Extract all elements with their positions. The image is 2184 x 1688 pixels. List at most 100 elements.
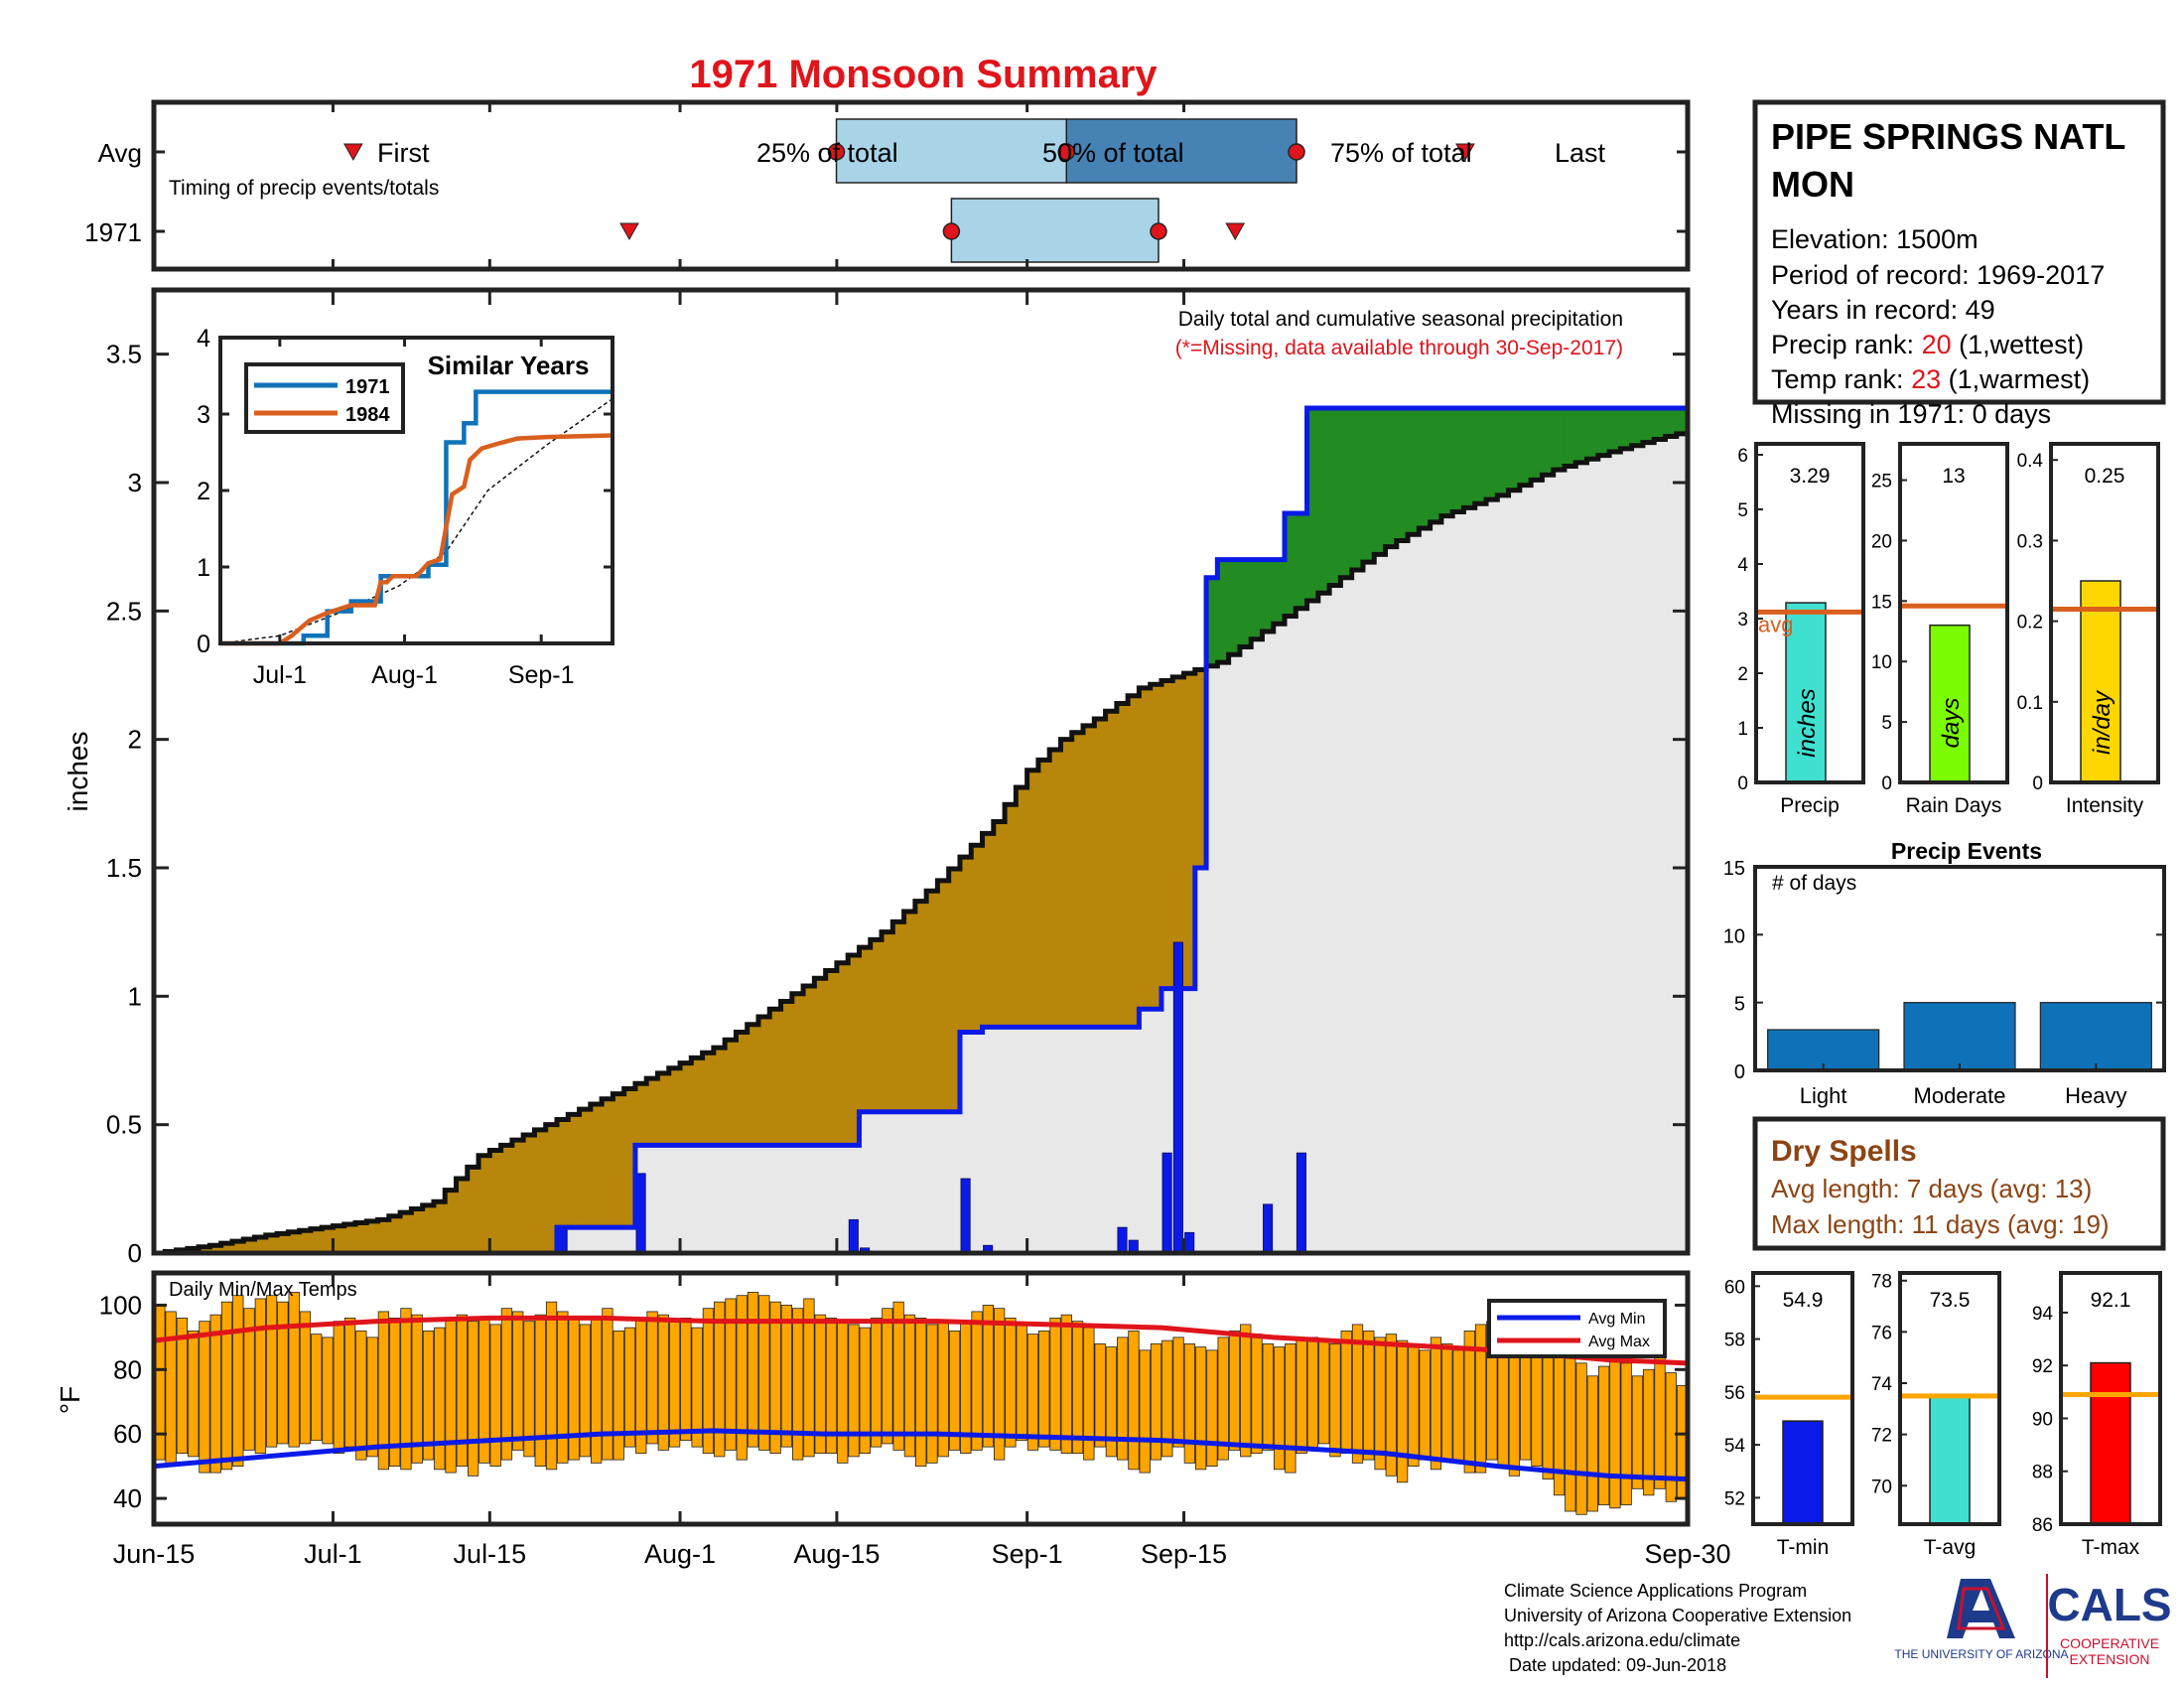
season-panel-frame <box>1898 442 2009 784</box>
normal-fill-segment <box>1317 593 1330 1253</box>
normal-fill-segment <box>791 1145 804 1253</box>
daily-temp-bar <box>322 1336 334 1445</box>
deficit-fill-segment <box>534 1129 547 1253</box>
daily-temp-bar <box>714 1301 726 1458</box>
normal-fill-segment <box>1597 455 1610 1254</box>
normal-fill-segment <box>725 1145 737 1253</box>
daily-temp-bar <box>668 1321 681 1448</box>
season-bar-precip <box>1785 602 1827 783</box>
daily-temp-bar <box>1597 1365 1610 1505</box>
temp-season-y-tick-label: 70 <box>1871 1477 1892 1497</box>
daily-temp-bar <box>1329 1342 1341 1458</box>
normal-fill-segment <box>1296 608 1307 1253</box>
timing-avg-last-marker <box>1455 143 1475 162</box>
events-category-label: Heavy <box>2065 1083 2126 1108</box>
season-bar-rain-days <box>1929 624 1971 783</box>
normal-fill-segment <box>1340 577 1353 1253</box>
deficit-fill-segment <box>1105 711 1118 1028</box>
temp-season-y-tick-label: 60 <box>1724 1277 1745 1298</box>
deficit-fill-segment <box>411 1208 424 1253</box>
normal-fill-segment <box>814 1145 827 1253</box>
deficit-fill-segment <box>914 901 927 1112</box>
temp-season-y-tick-label: 56 <box>1724 1383 1745 1404</box>
daily-precip-bar <box>1296 1152 1306 1254</box>
daily-temp-bar <box>971 1311 983 1451</box>
temp-season-y-tick-label: 58 <box>1724 1331 1745 1351</box>
normal-fill-segment <box>1217 662 1230 1253</box>
surplus-fill-segment <box>1340 407 1353 578</box>
temp-season-bar-t-avg <box>1929 1395 1971 1525</box>
temp-y-tick-label: 100 <box>99 1290 142 1320</box>
season-totals-panels: 3.29 inches Precip avg 0 1 2 3 4 5 6 13 days Rain Day… <box>1737 442 2160 817</box>
daily-temp-bar <box>792 1308 804 1461</box>
deficit-fill-segment <box>545 1124 558 1253</box>
precip-y-axis-label: inches <box>63 732 93 812</box>
precip-rank-value: 20 <box>1922 330 1952 359</box>
season-unit-label: inches <box>1794 688 1821 757</box>
daily-temp-bar <box>422 1330 435 1461</box>
daily-temp-bar <box>1363 1330 1375 1461</box>
date-tick-label: Sep-15 <box>1141 1539 1227 1569</box>
season-y-tick-label: 0 <box>1881 774 1892 794</box>
daily-temp-bar <box>814 1314 826 1455</box>
normal-fill-segment <box>948 1111 961 1253</box>
normal-fill-segment <box>1183 988 1196 1253</box>
timing-avg-75-marker <box>1288 143 1305 161</box>
daily-temp-bar <box>434 1327 446 1471</box>
surplus-fill-segment <box>1676 407 1689 434</box>
dry-spells-title: Dry Spells <box>1771 1135 1917 1168</box>
surplus-fill-segment <box>1217 559 1230 663</box>
daily-temp-bar <box>400 1308 412 1471</box>
daily-temp-bar <box>1071 1321 1084 1455</box>
precip-y-tick-label: 3 <box>128 468 142 497</box>
daily-temp-bar <box>209 1314 221 1474</box>
dry-spells-max: Max length: 11 days (avg: 19) <box>1771 1209 2110 1239</box>
daily-temp-bar <box>456 1314 468 1468</box>
season-value-label: 13 <box>1942 465 1965 488</box>
timing-row-year: 1971 <box>84 217 142 247</box>
events-y-tick-label: 0 <box>1734 1061 1745 1083</box>
season-bar-intensity <box>2080 580 2121 783</box>
events-category-label: Moderate <box>1914 1083 2006 1108</box>
season-value-label: 0.25 <box>2085 465 2125 488</box>
daily-temp-bar <box>591 1318 603 1464</box>
surplus-fill-segment <box>1351 407 1364 570</box>
normal-fill-segment <box>1452 511 1464 1253</box>
daily-temp-bar <box>1631 1375 1644 1489</box>
deficit-fill-segment <box>646 1078 658 1146</box>
date-tick-label: Jul-1 <box>304 1539 362 1569</box>
deficit-fill-segment <box>377 1219 390 1253</box>
normal-fill-segment <box>1440 515 1453 1253</box>
normal-fill-segment <box>1419 528 1432 1253</box>
daily-temp-bar <box>1228 1330 1241 1451</box>
daily-temp-bar <box>1128 1330 1140 1471</box>
normal-fill-segment <box>1463 507 1476 1253</box>
inset-y-tick-label: 2 <box>197 478 210 505</box>
normal-fill-segment <box>657 1145 670 1253</box>
temp-rank-label: Temp rank: <box>1771 364 1911 394</box>
daily-temp-bar <box>277 1301 289 1445</box>
deficit-fill-segment <box>903 911 916 1112</box>
season-y-tick-label: 1 <box>1737 719 1748 740</box>
deficit-fill-segment <box>680 1062 692 1146</box>
normal-fill-segment <box>1508 490 1521 1253</box>
normal-fill-segment <box>613 1227 625 1253</box>
temp-y-tick-label: 60 <box>113 1419 142 1449</box>
normal-fill-segment <box>959 1032 972 1253</box>
daily-temp-bar <box>1609 1355 1621 1509</box>
daily-temp-bar <box>1306 1336 1319 1451</box>
deficit-fill-segment <box>209 1245 222 1253</box>
normal-fill-segment <box>1586 459 1599 1254</box>
daily-temp-bar <box>243 1308 255 1451</box>
normal-fill-segment <box>1194 868 1207 1253</box>
normal-fill-segment <box>691 1145 703 1253</box>
normal-fill-segment <box>1206 665 1218 1253</box>
surplus-fill-segment <box>1654 407 1666 440</box>
deficit-fill-segment <box>982 833 995 1028</box>
daily-temp-bar <box>1262 1342 1274 1451</box>
precip-note-1: Daily total and cumulative seasonal prec… <box>1178 308 1623 331</box>
deficit-fill-segment <box>691 1057 703 1146</box>
temp-rank-note: (1,warmest) <box>1941 364 2090 394</box>
timing-label-75: 75% of total <box>1330 138 1472 168</box>
normal-fill-segment <box>1139 1009 1152 1253</box>
